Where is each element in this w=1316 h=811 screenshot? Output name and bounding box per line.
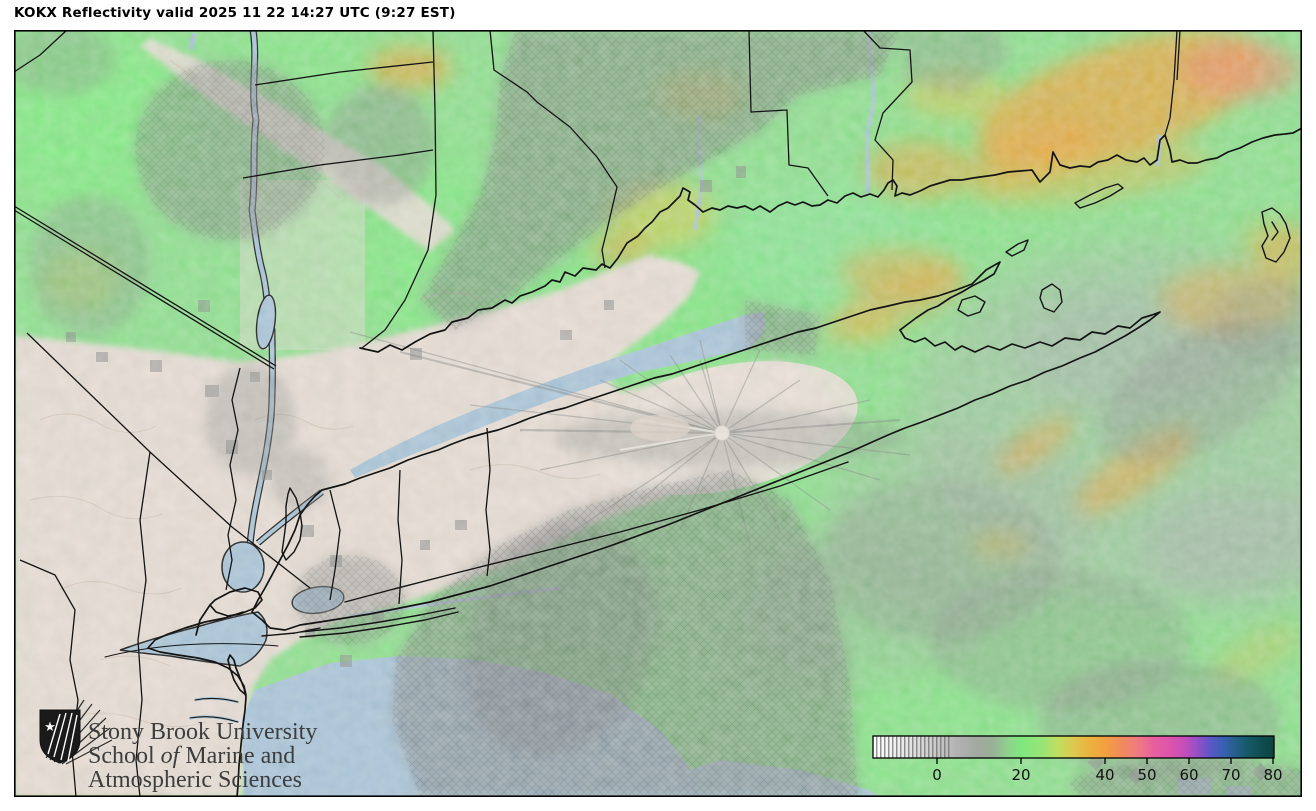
sbu-logo-line2: School of Marine and — [88, 743, 295, 769]
coastline-long-island — [251, 261, 1161, 631]
colorbar-tick-label-80: 80 — [1263, 766, 1282, 784]
plum-island — [1005, 239, 1029, 257]
colorbar-hatched-region — [873, 736, 951, 758]
navesink-outline — [189, 697, 239, 723]
page-title: KOKX Reflectivity valid 2025 11 22 14:27… — [14, 5, 456, 21]
colorbar-tick-label-50: 50 — [1137, 766, 1156, 784]
colorbar-ticks — [936, 758, 1274, 764]
fishers-island — [1074, 183, 1124, 209]
colorbar-tick-label-20: 20 — [1011, 766, 1030, 784]
block-island — [1261, 207, 1291, 263]
shelter-island — [957, 295, 986, 317]
sbu-shield-icon: ★ — [39, 699, 113, 765]
coastlines — [104, 127, 1303, 798]
map-border — [14, 29, 1303, 798]
radar-map-canvas: 0 20 40 50 60 70 80 ★ — [0, 20, 1316, 810]
noise-overlay-dark — [14, 30, 1302, 797]
sbu-logo-line1: Stony Brook University — [88, 719, 317, 745]
sbu-logo-line3: Atmospheric Sciences — [88, 767, 302, 793]
radar-map: 0 20 40 50 60 70 80 ★ — [0, 20, 1316, 810]
ny-ct-state-line — [361, 29, 437, 349]
colorbar-tick-label-40: 40 — [1095, 766, 1114, 784]
gardiners-island — [1039, 283, 1063, 313]
staten-island — [195, 587, 263, 636]
manhattan — [281, 487, 303, 561]
ny-nj-state-line — [13, 205, 277, 370]
coastline-connecticut — [359, 127, 1303, 353]
colorbar-tick-label-60: 60 — [1179, 766, 1198, 784]
barrier-islands — [261, 461, 849, 638]
shield-star-icon: ★ — [44, 720, 56, 735]
colorbar-tick-label-0: 0 — [932, 766, 942, 784]
colorbar: 0 20 40 50 60 70 80 — [872, 735, 1283, 784]
nj-coast — [147, 611, 247, 798]
shipping-boundary-line — [104, 643, 279, 658]
colorbar-tick-label-70: 70 — [1221, 766, 1240, 784]
ct-ri-state-line — [1164, 29, 1181, 136]
sbu-logo: ★ Stony Brook University School of Marine … — [39, 699, 317, 793]
colorbar-gradient — [873, 736, 1274, 758]
